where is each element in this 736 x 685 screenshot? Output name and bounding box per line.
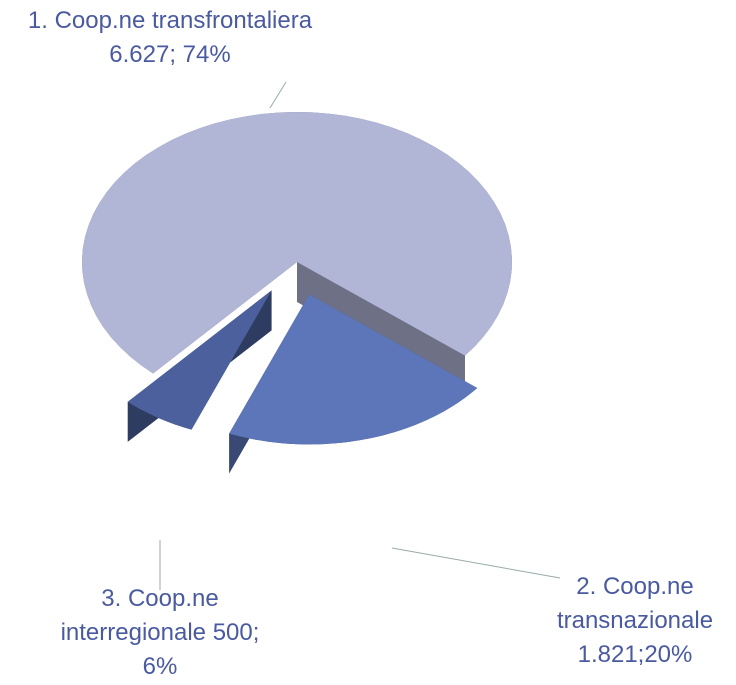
slice-label: 2. Coop.ne transnazionale 1.821;20% bbox=[535, 570, 735, 672]
leader-line bbox=[391, 547, 561, 579]
category-label: 2. Coop.ne transnazionale bbox=[556, 573, 714, 634]
slice bbox=[229, 294, 478, 445]
slice bbox=[127, 290, 272, 430]
category-label: 3. Coop.ne interregionale bbox=[60, 585, 219, 646]
slice bbox=[82, 112, 512, 374]
slice-label: 1. Coop.ne transfrontaliera 6.627; 74% bbox=[20, 4, 320, 72]
value-label: 500; 6% bbox=[142, 619, 260, 680]
leader-line bbox=[269, 81, 287, 109]
category-label: 1. Coop.ne transfrontaliera bbox=[27, 7, 313, 34]
slice-label: 3. Coop.ne interregionale 500; 6% bbox=[40, 582, 280, 684]
value-label: 6.627; 74% bbox=[109, 41, 231, 68]
value-label: 1.821;20% bbox=[577, 641, 693, 668]
